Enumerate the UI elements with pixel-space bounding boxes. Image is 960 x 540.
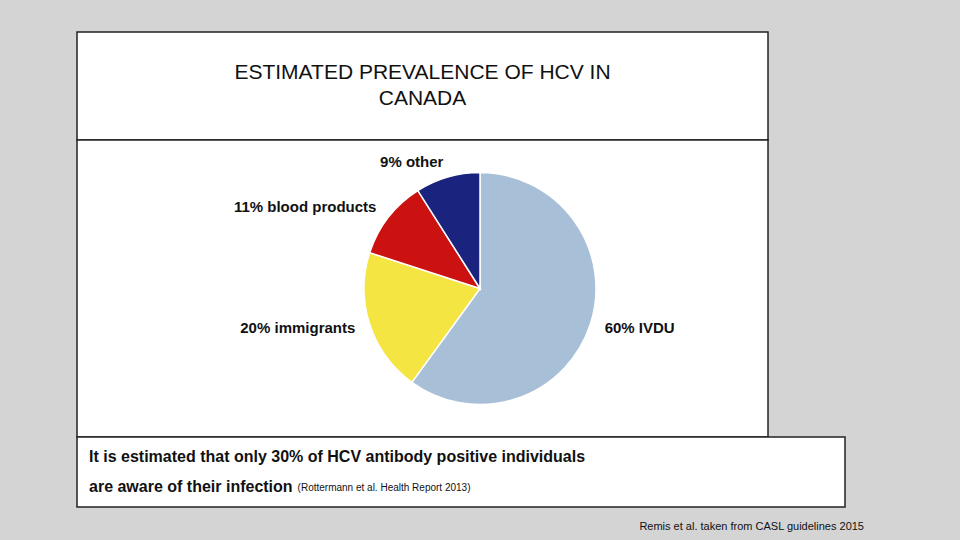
data-label: 11% blood products	[234, 198, 377, 215]
data-label: 20% immigrants	[240, 319, 355, 336]
footnote: It is estimated that only 30% of HCV ant…	[89, 448, 585, 465]
data-labels: 60% IVDU 20% immigrants 11% blood products…	[234, 153, 675, 336]
data-label: 9% other	[380, 153, 444, 170]
chart: ESTIMATED PREVALENCE OF HCV INCANADA 60% …	[0, 0, 960, 540]
title-box	[77, 32, 768, 140]
footnote-citation: (Rottermann et al. Health Report 2013)	[298, 482, 471, 493]
source-citation: Remis et al. taken from CASL guidelines …	[639, 520, 864, 532]
footnote: are aware of their infection	[89, 478, 293, 495]
footnote-box	[77, 437, 845, 507]
pie	[364, 173, 596, 405]
title: ESTIMATED PREVALENCE OF HCV INCANADA	[234, 60, 610, 109]
pie-slice	[418, 173, 480, 289]
chart-container: ESTIMATED PREVALENCE OF HCV INCANADA 60% …	[0, 0, 960, 540]
pie-box	[77, 140, 768, 437]
data-label: 60% IVDU	[605, 319, 675, 336]
